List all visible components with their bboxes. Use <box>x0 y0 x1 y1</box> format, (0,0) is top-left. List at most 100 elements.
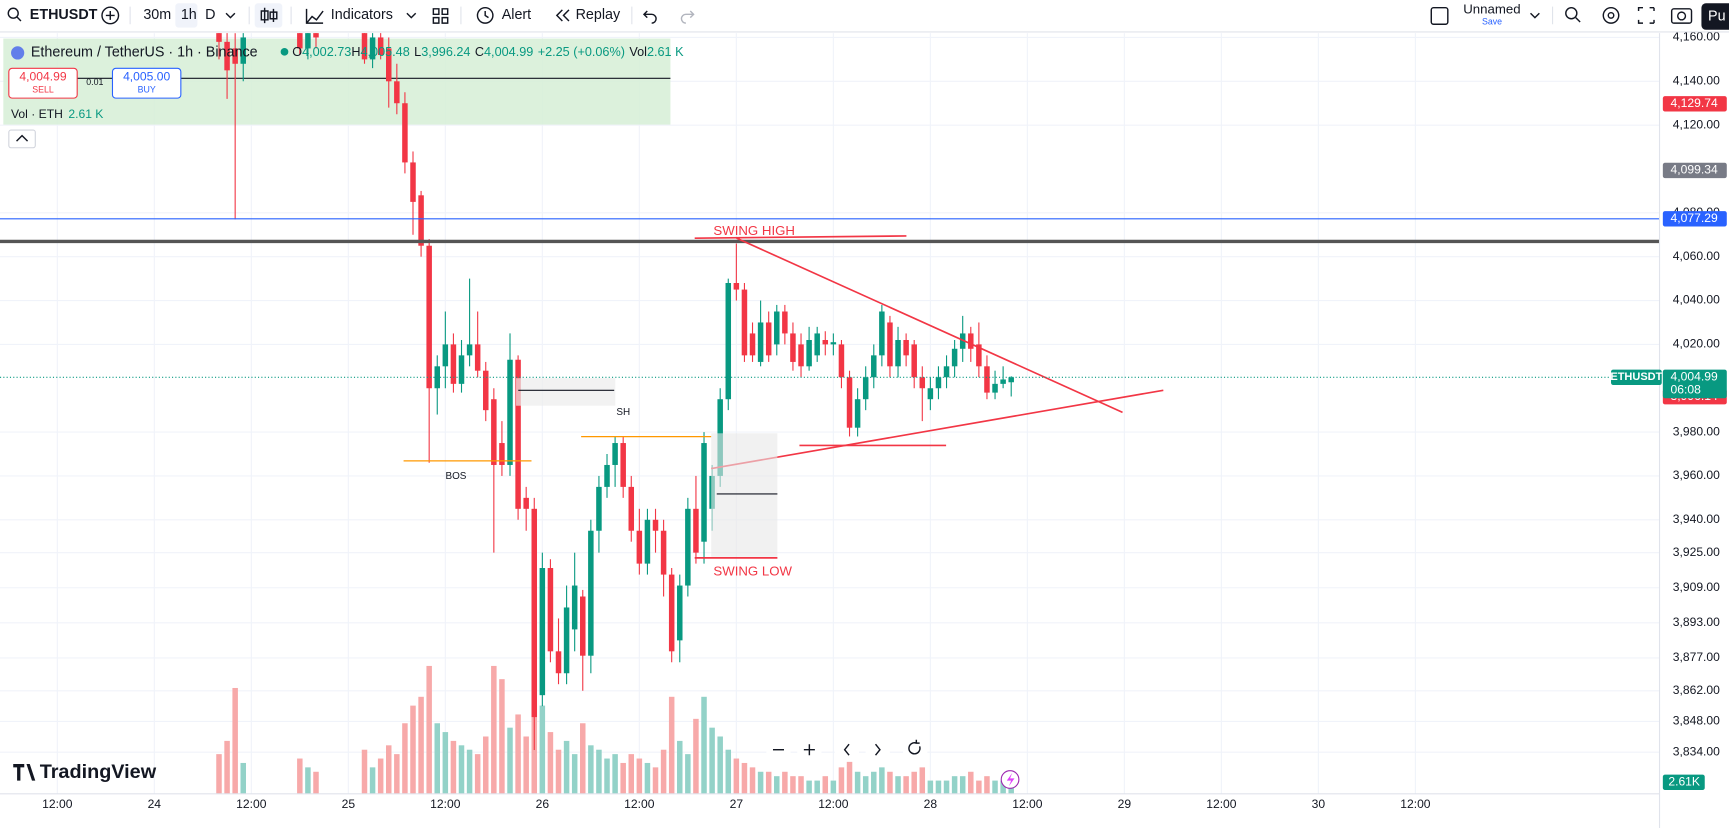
volume-bar <box>757 771 764 794</box>
candle-body <box>224 41 230 71</box>
candle-body <box>402 103 408 163</box>
x-tick-label: 12:00 <box>430 797 461 811</box>
candle-body <box>741 289 748 356</box>
y-tick-label: 3,834.00 <box>1673 744 1720 758</box>
triangle-upper[interactable] <box>736 237 1123 414</box>
candle-body <box>369 37 376 60</box>
interval[interactable]: D <box>205 7 215 23</box>
candle-icon <box>260 7 278 24</box>
volume-bar <box>515 714 521 794</box>
save-label[interactable]: Save <box>1482 16 1502 26</box>
y-tick-label: 3,940.00 <box>1673 512 1720 526</box>
candle-body <box>547 568 554 652</box>
volume-bar <box>483 736 489 794</box>
alert-icon <box>484 11 489 19</box>
buy-button[interactable] <box>111 67 182 99</box>
y-tick-label: 3,925.00 <box>1673 545 1720 559</box>
candle-body <box>895 340 901 367</box>
interval-dropdown[interactable] <box>225 12 236 19</box>
h-label: H <box>351 45 360 59</box>
candle-body <box>919 377 926 389</box>
volume-bar <box>418 696 424 794</box>
candle-body <box>830 342 837 345</box>
interval[interactable]: 1h <box>181 7 197 23</box>
candle-body <box>305 33 311 49</box>
toolbar: ETHUSDT 30m 1h D Indicators Alert Replay… <box>0 0 1729 33</box>
compare-button[interactable] <box>101 6 120 25</box>
candle-body <box>951 348 958 367</box>
volume-bar <box>628 754 635 794</box>
volume-bar <box>539 705 546 794</box>
alert-button[interactable]: Alert <box>502 7 531 23</box>
symbol-tag <box>1611 369 1662 386</box>
swing-high-line[interactable] <box>694 235 907 239</box>
volume-bar <box>571 754 578 794</box>
indicators-button[interactable]: Indicators <box>331 7 393 23</box>
candle-body <box>774 311 780 345</box>
scroll-right[interactable] <box>865 737 890 762</box>
volume-bar <box>466 749 473 794</box>
reset-chart[interactable] <box>903 737 928 762</box>
zone-box[interactable] <box>711 433 778 557</box>
triangle-lower[interactable] <box>711 389 1164 470</box>
volume: 2.61 K <box>647 45 684 59</box>
volume-bar <box>450 740 457 794</box>
publish-button[interactable] <box>1701 3 1729 30</box>
x-tick-label: 26 <box>536 797 550 811</box>
symbol[interactable]: ETHUSDT <box>30 7 98 23</box>
candle-body <box>361 33 368 60</box>
quick-search[interactable] <box>1565 7 1578 20</box>
zone-box[interactable] <box>516 378 616 406</box>
candle-body <box>442 344 449 367</box>
candle-body <box>838 344 845 378</box>
replay-button[interactable]: Replay <box>576 7 621 23</box>
layout-dropdown[interactable] <box>1530 12 1540 19</box>
volume-bar <box>660 749 667 794</box>
sell-button[interactable] <box>8 67 78 99</box>
volume-bar <box>434 723 441 794</box>
settings-icon <box>1607 11 1615 19</box>
candle-body <box>216 33 222 42</box>
y-tick-label: 3,909.00 <box>1673 580 1720 594</box>
x-tick-label: 12:00 <box>236 797 267 811</box>
candle-body <box>943 366 950 378</box>
candle-body <box>814 333 820 356</box>
x-tick-label: 12:00 <box>1206 797 1237 811</box>
snapshot-button[interactable] <box>1670 8 1693 24</box>
layouts-icon[interactable] <box>432 8 449 24</box>
volume-legend-label: Vol · ETH <box>11 107 63 121</box>
l-label: L <box>414 45 421 59</box>
drawings: SWING HIGH SWING LOW BOS SH <box>0 223 1660 579</box>
candle-body <box>620 443 626 487</box>
scroll-left[interactable] <box>834 737 859 762</box>
undo-button[interactable] <box>642 10 657 24</box>
candle-body <box>531 508 538 718</box>
candle-body <box>976 344 982 367</box>
x-tick-label: 25 <box>342 797 356 811</box>
candle-body <box>968 333 974 349</box>
price-label: 4,099.34 <box>1671 163 1718 177</box>
candle-body <box>612 443 618 465</box>
layout-checkbox[interactable] <box>1430 7 1449 25</box>
candle-body <box>846 377 853 428</box>
candle-body <box>854 399 861 428</box>
collapse-button[interactable] <box>8 129 36 149</box>
x-tick-label: 28 <box>924 797 938 811</box>
volume-bar <box>887 771 893 794</box>
redo-button[interactable] <box>680 10 695 24</box>
candle-body <box>297 33 303 49</box>
fullscreen-button[interactable] <box>1637 7 1655 24</box>
indicators-dropdown[interactable] <box>406 12 417 19</box>
annotation: SWING HIGH <box>713 223 795 238</box>
candle-body <box>588 530 594 656</box>
high: 4,005.48 <box>360 45 409 59</box>
volume-label-box <box>1662 774 1705 791</box>
layout-name[interactable]: Unnamed <box>1463 1 1520 16</box>
interval[interactable]: 30m <box>143 7 171 23</box>
candle-body <box>725 283 732 400</box>
volume-bar <box>968 771 974 794</box>
volume-legend-value: 2.61 K <box>68 107 103 121</box>
settings-button[interactable] <box>1602 7 1620 24</box>
volume-bar <box>410 705 416 794</box>
